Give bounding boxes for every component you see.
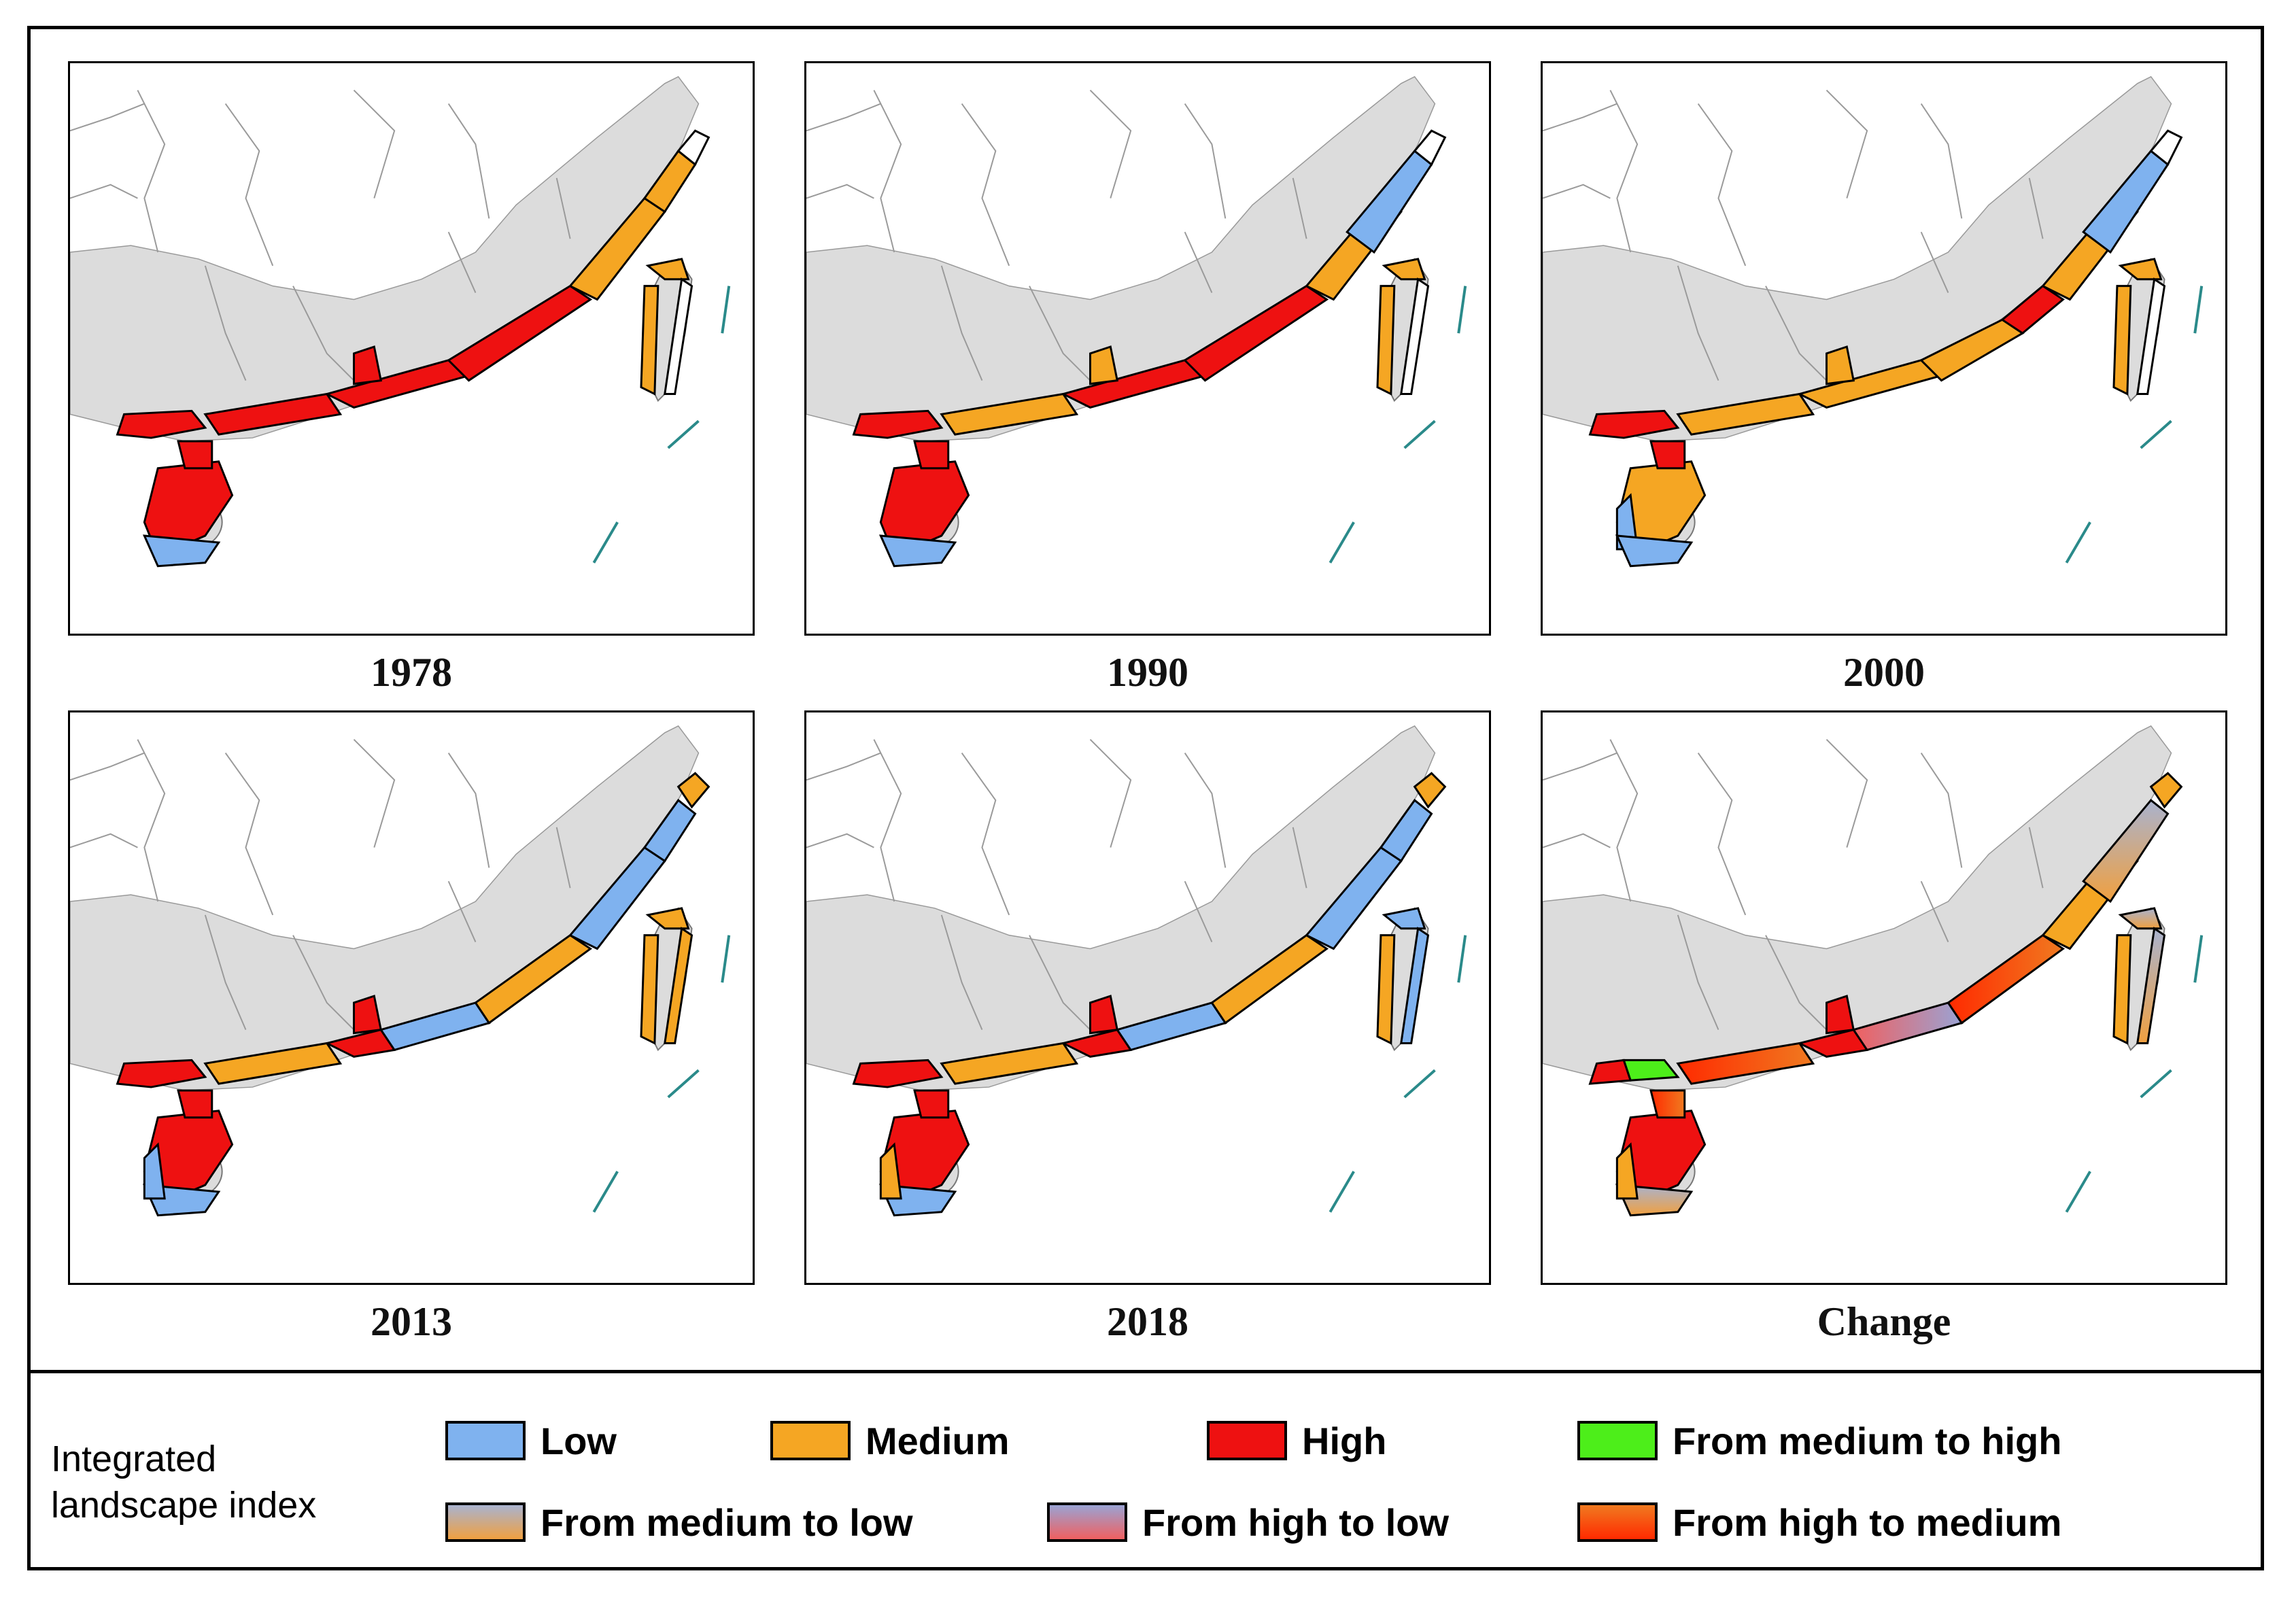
map-panel-2000 bbox=[1541, 61, 2227, 636]
map-panel-1990 bbox=[804, 61, 1491, 636]
legend-label-medium: Medium bbox=[866, 1419, 1010, 1462]
legend-item-high-to-medium: From high to medium bbox=[1577, 1500, 2061, 1545]
map-panel-change bbox=[1541, 710, 2227, 1285]
legend-label-high-to-medium: From high to medium bbox=[1673, 1500, 2062, 1544]
legend-item-medium-to-low: From medium to low bbox=[445, 1500, 913, 1545]
legend-divider bbox=[27, 1370, 2264, 1373]
map-panel-2013 bbox=[68, 710, 755, 1285]
legend-item-high: High bbox=[1207, 1418, 1386, 1463]
legend-title-line2: landscape index bbox=[51, 1485, 317, 1526]
map-panel-1978 bbox=[68, 61, 755, 636]
legend-swatch-high bbox=[1207, 1421, 1287, 1460]
legend-swatch-high-to-low bbox=[1047, 1502, 1127, 1542]
legend-title: Integrated landscape index bbox=[51, 1436, 316, 1528]
panel-label-1990: 1990 bbox=[1107, 650, 1188, 695]
legend-item-high-to-low: From high to low bbox=[1047, 1500, 1449, 1545]
legend-item-medium-to-high: From medium to high bbox=[1577, 1418, 2061, 1463]
legend-label-high: High bbox=[1302, 1419, 1387, 1462]
legend-item-low: Low bbox=[445, 1418, 617, 1463]
legend-swatch-medium-to-high bbox=[1577, 1421, 1658, 1460]
legend-item-medium: Medium bbox=[770, 1418, 1010, 1463]
legend-label-low: Low bbox=[541, 1419, 617, 1462]
panel-label-2000: 2000 bbox=[1843, 650, 1925, 695]
legend-swatch-medium-to-low bbox=[445, 1502, 526, 1542]
map-panel-2018 bbox=[804, 710, 1491, 1285]
panel-label-2018: 2018 bbox=[1107, 1299, 1188, 1344]
legend-label-medium-to-high: From medium to high bbox=[1673, 1419, 2062, 1462]
legend-label-medium-to-low: From medium to low bbox=[541, 1500, 913, 1544]
panel-label-2013: 2013 bbox=[371, 1299, 452, 1344]
legend-title-line1: Integrated bbox=[51, 1439, 217, 1479]
legend-swatch-medium bbox=[770, 1421, 851, 1460]
legend-swatch-low bbox=[445, 1421, 526, 1460]
panel-label-change: Change bbox=[1817, 1299, 1951, 1344]
panel-label-1978: 1978 bbox=[371, 650, 452, 695]
figure-frame bbox=[27, 26, 2264, 1570]
legend-label-high-to-low: From high to low bbox=[1142, 1500, 1450, 1544]
legend-swatch-high-to-medium bbox=[1577, 1502, 1658, 1542]
